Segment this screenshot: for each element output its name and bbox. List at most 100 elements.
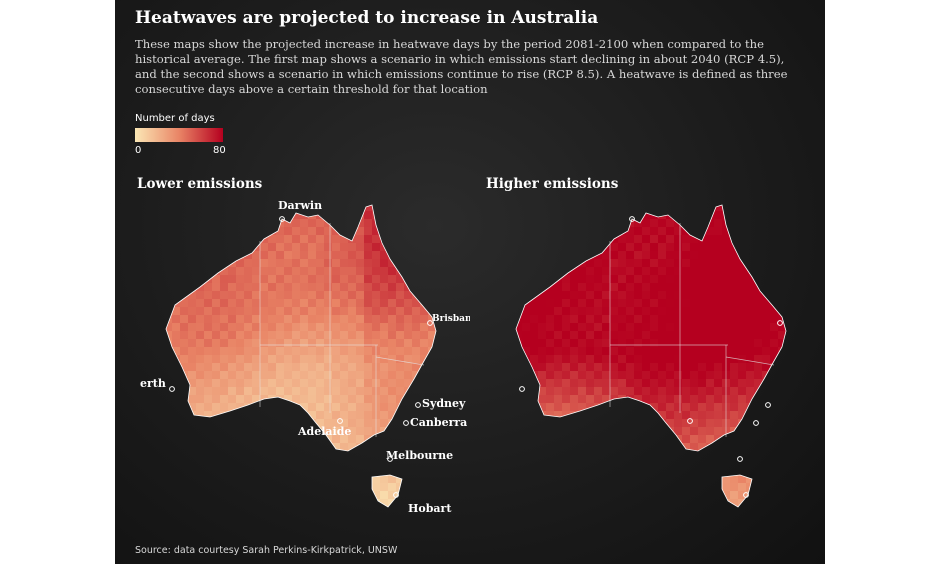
heat-cell xyxy=(180,467,189,476)
heat-cell xyxy=(690,387,699,396)
heat-cell xyxy=(468,451,470,460)
heat-cell xyxy=(172,307,181,316)
heat-cell xyxy=(228,379,237,388)
heat-cell xyxy=(498,507,507,516)
heat-cell xyxy=(626,475,635,484)
heat-cell xyxy=(762,515,771,524)
heat-cell xyxy=(316,403,325,412)
heat-cell xyxy=(522,507,531,516)
heat-cell xyxy=(658,195,667,204)
heat-cell xyxy=(380,379,389,388)
heat-cell xyxy=(348,483,357,492)
heat-cell xyxy=(538,323,547,332)
heat-cell xyxy=(786,507,795,516)
chart-panel: Heatwaves are projected to increase in A… xyxy=(115,0,825,564)
heat-cell xyxy=(690,323,699,332)
page-subtitle: These maps show the projected increase i… xyxy=(135,37,788,96)
heat-cell xyxy=(388,363,397,372)
heat-cell xyxy=(698,323,707,332)
heat-cell xyxy=(166,251,173,260)
heat-cell xyxy=(802,363,811,372)
heat-cell xyxy=(522,307,531,316)
heat-cell xyxy=(380,387,389,396)
heat-cell xyxy=(284,339,293,348)
heat-cell xyxy=(650,443,659,452)
heat-cell xyxy=(762,307,771,316)
heat-cell xyxy=(308,339,317,348)
heat-cell xyxy=(332,211,341,220)
heat-cell xyxy=(618,219,627,228)
heat-cell xyxy=(420,307,429,316)
heat-cell xyxy=(690,363,699,372)
heat-cell xyxy=(714,499,723,507)
heat-cell xyxy=(594,259,603,268)
heat-cell xyxy=(332,475,341,484)
heat-cell xyxy=(460,283,469,292)
heat-cell xyxy=(372,235,381,244)
heat-cell xyxy=(746,323,755,332)
heat-cell xyxy=(802,371,811,380)
heat-cell xyxy=(444,379,453,388)
heat-cell xyxy=(570,299,579,308)
heat-cell xyxy=(610,243,619,252)
heat-cell xyxy=(340,323,349,332)
heat-cell xyxy=(490,355,499,364)
heat-cell xyxy=(610,331,619,340)
heat-cell xyxy=(220,347,229,356)
heat-cell xyxy=(196,379,205,388)
heat-cell xyxy=(506,507,515,516)
heat-cell xyxy=(506,435,515,444)
heat-cell xyxy=(516,205,523,212)
heat-cell xyxy=(428,387,436,396)
heat-cell xyxy=(156,275,165,284)
heat-cell xyxy=(562,283,571,292)
heat-cell xyxy=(770,267,779,276)
heat-cell xyxy=(404,315,413,324)
heat-cell xyxy=(586,419,595,428)
heat-cell xyxy=(420,435,429,444)
heat-cell xyxy=(714,443,723,452)
heat-cell xyxy=(618,371,627,380)
heat-cell xyxy=(148,283,157,292)
heat-cell xyxy=(236,307,245,316)
heat-cell xyxy=(212,379,221,388)
heat-cell xyxy=(594,411,603,420)
heat-cell xyxy=(260,267,269,276)
heat-cell xyxy=(618,435,627,444)
heat-cell xyxy=(412,347,421,356)
heat-cell xyxy=(642,491,651,500)
heat-cell xyxy=(332,251,341,260)
heat-cell xyxy=(658,515,667,524)
heat-cell xyxy=(546,355,555,364)
heat-cell xyxy=(786,403,795,412)
heat-cell xyxy=(786,355,795,364)
heat-cell xyxy=(738,403,747,412)
heat-cell xyxy=(516,219,523,228)
heat-cell xyxy=(586,499,595,507)
heat-cell xyxy=(292,267,301,276)
heat-cell xyxy=(498,491,507,500)
heat-cell xyxy=(156,267,165,276)
heat-cell xyxy=(204,411,213,420)
heat-cell xyxy=(770,419,779,428)
heat-cell xyxy=(706,219,715,228)
heat-cell xyxy=(468,275,470,284)
heat-cell xyxy=(514,507,523,516)
heat-cell xyxy=(156,203,165,212)
heat-cell xyxy=(802,251,811,260)
heat-cell xyxy=(468,467,470,476)
heat-cell xyxy=(538,419,547,428)
heat-cell xyxy=(284,267,293,276)
heat-cell xyxy=(802,331,811,340)
heat-cell xyxy=(578,483,587,492)
heat-cell xyxy=(516,475,523,484)
heat-cell xyxy=(324,427,333,436)
heat-cell xyxy=(546,395,555,404)
heat-cell xyxy=(252,379,261,388)
heat-cell xyxy=(490,507,499,516)
heat-cell xyxy=(364,363,373,372)
heat-cell xyxy=(818,235,820,244)
heat-cell xyxy=(348,211,357,220)
heat-cell xyxy=(292,475,301,484)
heat-cell xyxy=(396,259,405,268)
